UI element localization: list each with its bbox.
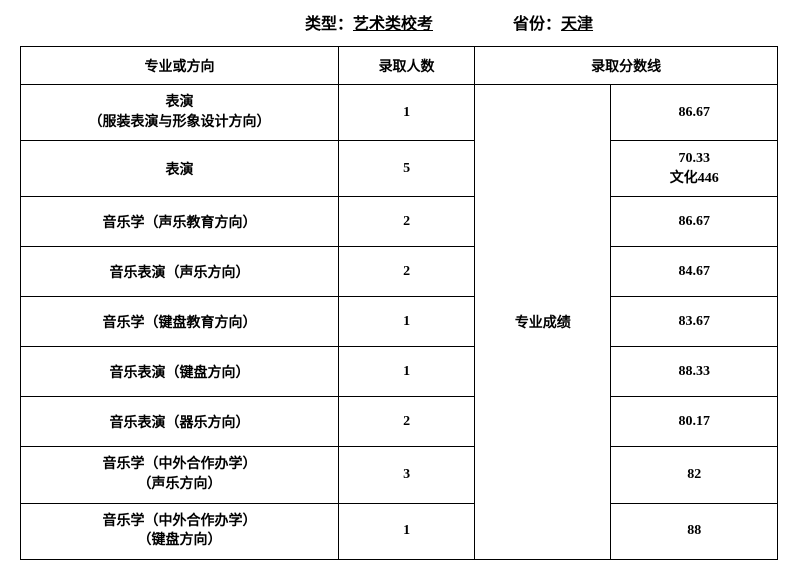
cell-score: 82 (611, 447, 778, 503)
table-row: 音乐学（声乐教育方向） 2 86.67 (21, 197, 778, 247)
score-line2: 文化446 (615, 169, 773, 189)
cell-count: 5 (338, 141, 474, 197)
cell-count: 2 (338, 197, 474, 247)
cell-score-group: 专业成绩 (475, 85, 611, 560)
cell-major: 音乐学（中外合作办学） （声乐方向） (21, 447, 339, 503)
cell-major: 音乐学（键盘教育方向） (21, 297, 339, 347)
type-value: 艺术类校考 (353, 16, 433, 33)
col-header-count: 录取人数 (338, 47, 474, 85)
cell-score: 80.17 (611, 397, 778, 447)
major-line2: （键盘方向） (25, 531, 334, 551)
province-value: 天津 (561, 16, 593, 33)
cell-count: 1 (338, 85, 474, 141)
cell-major: 表演 (21, 141, 339, 197)
admission-table: 专业或方向 录取人数 录取分数线 表演 （服装表演与形象设计方向） 1 专业成绩… (20, 46, 778, 560)
cell-count: 3 (338, 447, 474, 503)
cell-score: 84.67 (611, 247, 778, 297)
col-header-major: 专业或方向 (21, 47, 339, 85)
major-line2: （声乐方向） (25, 475, 334, 495)
major-line1: 表演 (25, 93, 334, 113)
cell-count: 1 (338, 503, 474, 559)
table-row: 表演 （服装表演与形象设计方向） 1 专业成绩 86.67 (21, 85, 778, 141)
type-label: 类型： (305, 16, 353, 33)
major-line2: （服装表演与形象设计方向） (25, 113, 334, 133)
cell-major: 音乐表演（键盘方向） (21, 347, 339, 397)
table-body: 表演 （服装表演与形象设计方向） 1 专业成绩 86.67 表演 5 70.33… (21, 85, 778, 560)
table-header-row: 专业或方向 录取人数 录取分数线 (21, 47, 778, 85)
cell-score: 70.33 文化446 (611, 141, 778, 197)
table-row: 音乐学（键盘教育方向） 1 83.67 (21, 297, 778, 347)
page-header: 类型：艺术类校考 省份：天津 (20, 10, 778, 34)
cell-major: 音乐学（声乐教育方向） (21, 197, 339, 247)
cell-count: 1 (338, 347, 474, 397)
province-label: 省份： (513, 16, 561, 33)
cell-major: 音乐表演（器乐方向） (21, 397, 339, 447)
cell-count: 2 (338, 397, 474, 447)
major-line1: 音乐学（中外合作办学） (25, 455, 334, 475)
cell-count: 2 (338, 247, 474, 297)
cell-score: 86.67 (611, 85, 778, 141)
score-line1: 70.33 (615, 149, 773, 169)
cell-score: 88.33 (611, 347, 778, 397)
table-row: 表演 5 70.33 文化446 (21, 141, 778, 197)
cell-count: 1 (338, 297, 474, 347)
table-row: 音乐学（中外合作办学） （键盘方向） 1 88 (21, 503, 778, 559)
cell-major: 表演 （服装表演与形象设计方向） (21, 85, 339, 141)
table-row: 音乐表演（器乐方向） 2 80.17 (21, 397, 778, 447)
cell-score: 86.67 (611, 197, 778, 247)
major-line1: 音乐学（中外合作办学） (25, 512, 334, 532)
cell-major: 音乐学（中外合作办学） （键盘方向） (21, 503, 339, 559)
col-header-score: 录取分数线 (475, 47, 778, 85)
cell-score: 88 (611, 503, 778, 559)
table-row: 音乐表演（键盘方向） 1 88.33 (21, 347, 778, 397)
table-row: 音乐学（中外合作办学） （声乐方向） 3 82 (21, 447, 778, 503)
cell-score: 83.67 (611, 297, 778, 347)
table-row: 音乐表演（声乐方向） 2 84.67 (21, 247, 778, 297)
cell-major: 音乐表演（声乐方向） (21, 247, 339, 297)
